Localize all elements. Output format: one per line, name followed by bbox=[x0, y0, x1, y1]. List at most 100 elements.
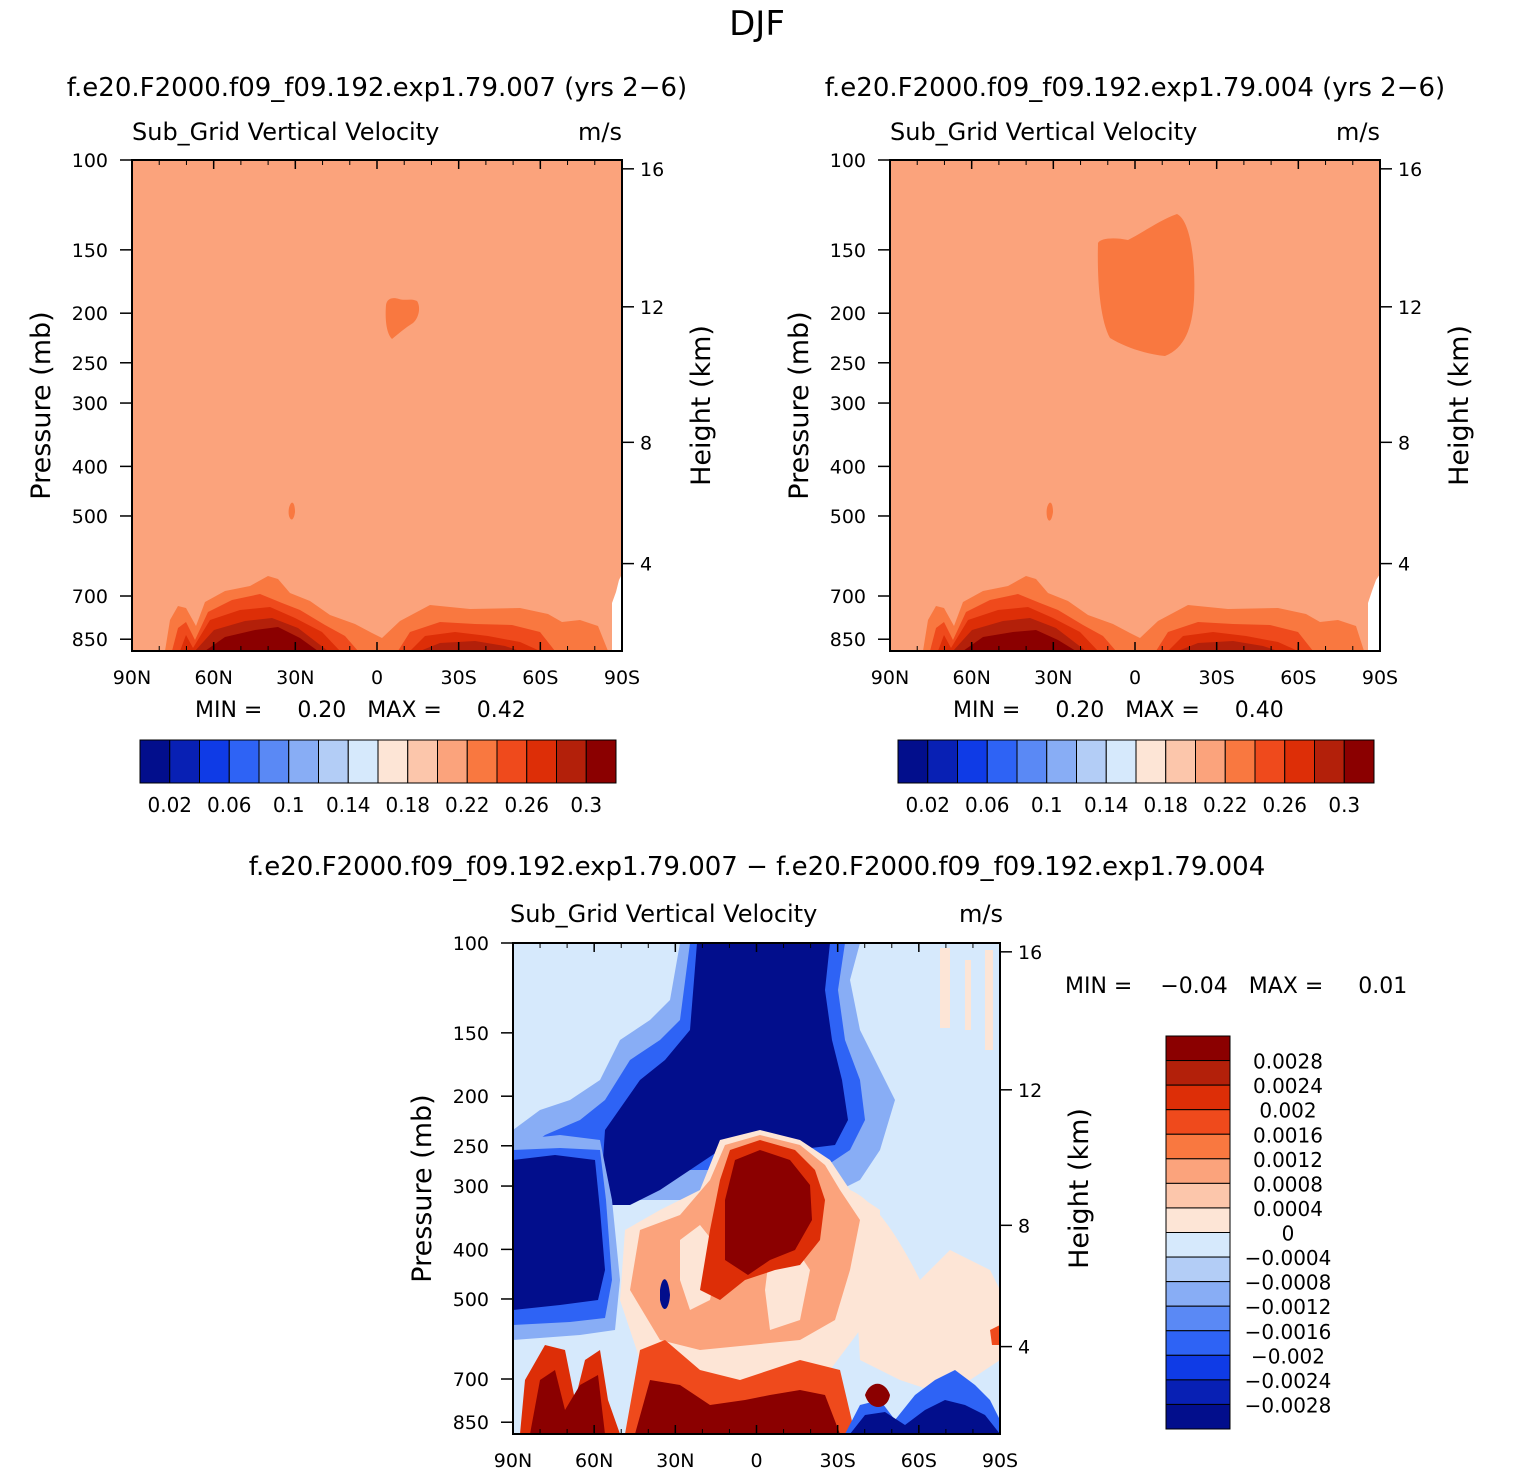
contour-region bbox=[1046, 502, 1053, 521]
y-tick-label: 400 bbox=[830, 456, 866, 478]
colorbar-box bbox=[496, 739, 528, 784]
contour-region bbox=[205, 627, 318, 651]
colorbar-box bbox=[466, 739, 498, 784]
colorbar-label: 0.06 bbox=[207, 793, 252, 817]
y-tick-label: 300 bbox=[72, 393, 108, 415]
colorbar-box bbox=[377, 739, 409, 784]
panel-right-minmax: MIN = 0.20 MAX = 0.40 bbox=[953, 698, 1284, 723]
contour-region bbox=[985, 950, 993, 1050]
panel-right-units: m/s bbox=[1336, 118, 1380, 146]
x-tick-label: 60S bbox=[522, 667, 558, 689]
y2-tick-label: 8 bbox=[1018, 1215, 1030, 1237]
y2-tick-label: 4 bbox=[1398, 554, 1410, 576]
colorbar-label: 0.0024 bbox=[1253, 1074, 1323, 1098]
x-tick-label: 0 bbox=[750, 1450, 762, 1472]
y2-tick-label: 16 bbox=[640, 159, 664, 181]
contour-region bbox=[990, 1325, 1000, 1345]
colorbar-label: 0.3 bbox=[1328, 793, 1360, 817]
panel-left: f.e20.F2000.f09_f09.192.exp1.79.007 (yrs… bbox=[26, 73, 717, 817]
panel-right-variable: Sub_Grid Vertical Velocity bbox=[890, 118, 1197, 146]
y-tick-label: 400 bbox=[453, 1239, 489, 1261]
colorbar-box bbox=[1165, 1109, 1231, 1135]
colorbar-label: 0.02 bbox=[147, 793, 192, 817]
x-tick-label: 30S bbox=[820, 1450, 856, 1472]
colorbar-box bbox=[957, 739, 988, 784]
y-tick-label: 400 bbox=[72, 456, 108, 478]
y-axis-label: Pressure (mb) bbox=[407, 1094, 438, 1282]
colorbar-label: 0 bbox=[1282, 1222, 1295, 1246]
colorbar-box bbox=[1165, 1084, 1231, 1111]
colorbar-label: 0.22 bbox=[445, 793, 490, 817]
panel-difference-axes: 90N 60N 30N 0 30S 60S 90S 100 150 200 250 300 400 500… bbox=[407, 933, 1095, 1472]
colorbar-label: 0.0008 bbox=[1253, 1172, 1323, 1196]
y-tick-label: 300 bbox=[453, 1176, 489, 1198]
y-tick-label: 850 bbox=[72, 629, 108, 651]
panel-right-field bbox=[890, 160, 1380, 651]
y-axis-label: Pressure (mb) bbox=[784, 311, 815, 499]
colorbar-box bbox=[1165, 1354, 1231, 1381]
x-tick-label: 30N bbox=[656, 1450, 694, 1472]
colorbar-box bbox=[407, 739, 438, 784]
colorbar-box bbox=[1165, 1403, 1231, 1430]
panel-difference-run-title: f.e20.F2000.f09_f09.192.exp1.79.007 − f.… bbox=[249, 852, 1266, 882]
panel-difference: f.e20.F2000.f09_f09.192.exp1.79.007 − f.… bbox=[249, 852, 1407, 1472]
colorbar-box bbox=[347, 739, 379, 784]
colorbar-box bbox=[1016, 739, 1048, 784]
contour-region bbox=[850, 1400, 1000, 1434]
x-tick-label: 30N bbox=[1034, 667, 1072, 689]
y-tick-label: 150 bbox=[72, 240, 108, 262]
colorbar-label: 0.0012 bbox=[1253, 1148, 1323, 1172]
y-tick-label: 700 bbox=[453, 1369, 489, 1391]
y2-tick-label: 12 bbox=[640, 297, 664, 319]
x-tick-label: 30S bbox=[441, 667, 477, 689]
colorbar-box bbox=[1165, 1256, 1231, 1283]
colorbar-label: 0.1 bbox=[273, 793, 305, 817]
contour-region bbox=[850, 1190, 1000, 1390]
x-tick-label: 90S bbox=[604, 667, 640, 689]
y-tick-label: 700 bbox=[830, 586, 866, 608]
x-tick-label: 60N bbox=[952, 667, 990, 689]
colorbar-box bbox=[288, 739, 319, 784]
y-tick-label: 100 bbox=[830, 150, 866, 172]
colorbar-box bbox=[1046, 739, 1077, 784]
contour-region bbox=[660, 1279, 670, 1310]
y-tick-label: 700 bbox=[72, 586, 108, 608]
y2-tick-label: 12 bbox=[1398, 297, 1422, 319]
y-tick-label: 200 bbox=[830, 303, 866, 325]
y2-tick-label: 12 bbox=[1018, 1080, 1042, 1102]
figure-title: DJF bbox=[729, 4, 785, 44]
colorbar-box bbox=[1284, 739, 1315, 784]
y2-tick-label: 8 bbox=[640, 432, 652, 454]
x-tick-label: 60S bbox=[901, 1450, 937, 1472]
y2-axis-label: Height (km) bbox=[1064, 1108, 1095, 1269]
y2-tick-label: 4 bbox=[640, 554, 652, 576]
colorbar-box bbox=[1165, 1035, 1231, 1062]
x-tick-label: 90S bbox=[982, 1450, 1018, 1472]
contour-region bbox=[513, 1155, 605, 1310]
colorbar-label: 0.02 bbox=[905, 793, 950, 817]
colorbar-label: 0.18 bbox=[1143, 793, 1188, 817]
colorbar-box bbox=[258, 739, 290, 784]
panel-left-colorbar: 0.02 0.06 0.1 0.14 0.18 0.22 0.26 0.3 bbox=[139, 739, 617, 817]
panel-left-axes: 90N 60N 30N 0 30S 60S 90S 100 150 200 250 300 400 500… bbox=[26, 150, 717, 689]
x-tick-label: 90S bbox=[1362, 667, 1398, 689]
contour-region bbox=[1368, 574, 1380, 651]
colorbar-box bbox=[897, 739, 929, 784]
colorbar-label: 0.14 bbox=[326, 793, 371, 817]
x-tick-label: 60N bbox=[194, 667, 232, 689]
colorbar-label: −0.0028 bbox=[1245, 1393, 1332, 1417]
x-tick-label: 0 bbox=[371, 667, 383, 689]
colorbar-label: −0.0008 bbox=[1245, 1271, 1332, 1295]
background-fill bbox=[132, 160, 622, 651]
contour-region bbox=[385, 298, 420, 339]
y2-tick-label: 8 bbox=[1398, 432, 1410, 454]
colorbar-box bbox=[1135, 739, 1167, 784]
colorbar-box bbox=[1165, 1232, 1231, 1258]
contour-region bbox=[963, 630, 1076, 651]
y2-axis-label: Height (km) bbox=[1444, 325, 1475, 486]
x-tick-label: 60N bbox=[575, 1450, 613, 1472]
colorbar-box bbox=[318, 739, 349, 784]
colorbar-label: −0.0024 bbox=[1245, 1369, 1332, 1393]
colorbar-box bbox=[169, 739, 200, 784]
